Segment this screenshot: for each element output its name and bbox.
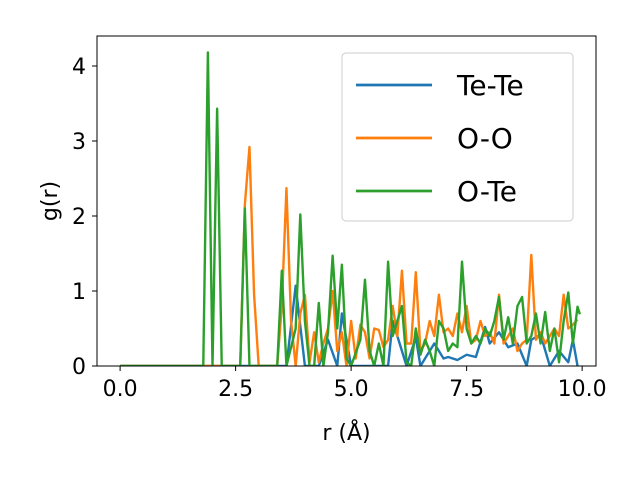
x-axis-label: r (Å) (322, 419, 370, 446)
axis-ticks: 0.0 2.5 5.0 7.5 10.0 0 1 2 3 4 (72, 55, 607, 402)
axes-frame (96, 35, 597, 367)
y-tick-label: 1 (72, 280, 86, 305)
y-tick-label: 0 (72, 355, 86, 380)
legend-label-o-o: O-O (457, 122, 513, 155)
legend-label-o-te: O-Te (457, 175, 517, 208)
y-tick-label: 4 (72, 55, 86, 80)
x-tick-label: 7.5 (449, 377, 484, 402)
legend-box (341, 52, 574, 222)
x-tick-label: 2.5 (218, 377, 253, 402)
y-axis-label: g(r) (38, 181, 63, 221)
plot-area (120, 51, 581, 366)
x-tick-label: 5.0 (334, 377, 369, 402)
y-tick-label: 2 (72, 205, 86, 230)
legend: Te-Te O-O O-Te (341, 52, 574, 222)
series-line-o-te (120, 51, 581, 366)
legend-label-te-te: Te-Te (456, 69, 524, 102)
x-tick-label: 0.0 (103, 377, 138, 402)
y-tick-label: 3 (72, 130, 86, 155)
x-tick-label: 10.0 (558, 377, 607, 402)
